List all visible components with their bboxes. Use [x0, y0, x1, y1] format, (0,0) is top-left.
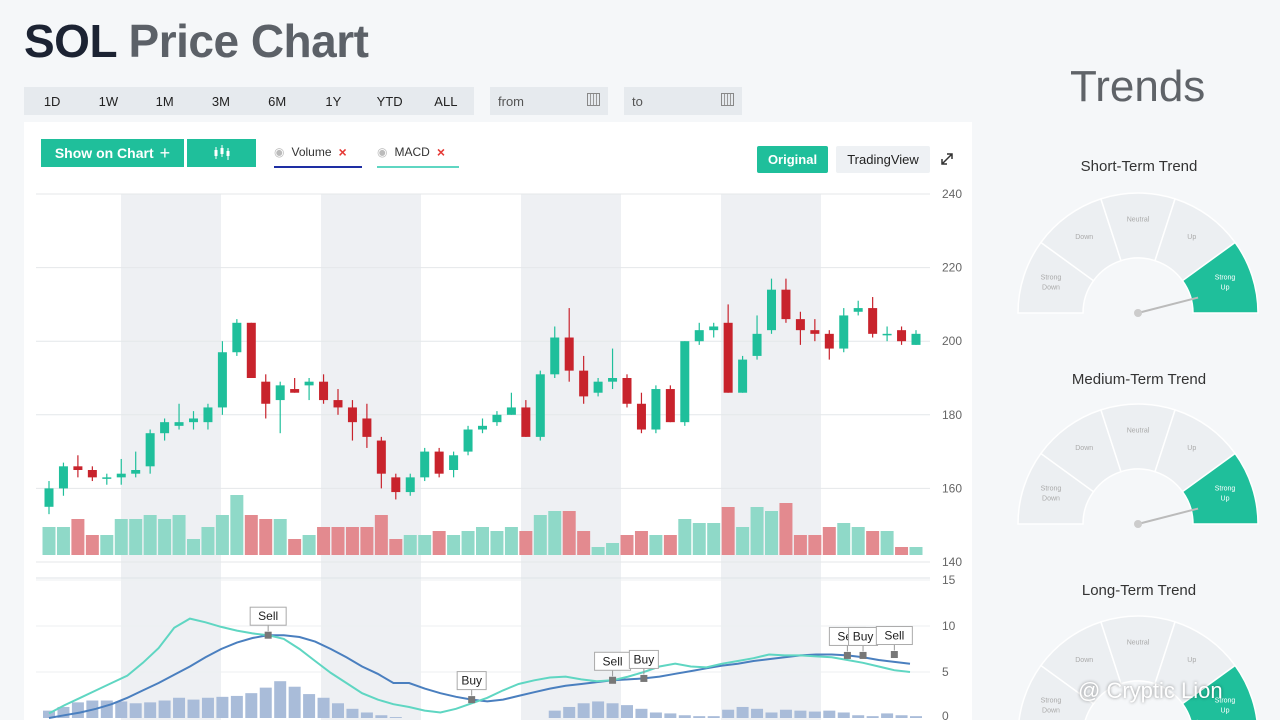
gauge-segment-label: Up [1221, 496, 1230, 503]
gauge-segment-label: Neutral [1127, 640, 1150, 647]
gauge-segment-label: Up [1187, 234, 1196, 241]
date-from-input[interactable]: from [490, 87, 608, 115]
tradingview-button[interactable]: TradingView [836, 146, 930, 173]
gauge-segment-label: Strong [1041, 698, 1062, 705]
gauge-segment [1039, 197, 1122, 282]
eye-icon[interactable]: ◉ [274, 145, 285, 159]
gauge-segment [1154, 197, 1237, 282]
remove-macd-icon[interactable]: × [436, 144, 446, 160]
trends-title: Trends [1070, 62, 1206, 111]
range-button-3m[interactable]: 3M [211, 93, 230, 109]
short-term-trend-label: Short-Term Trend [1080, 158, 1198, 175]
range-button-ytd[interactable]: YTD [376, 93, 403, 109]
legend-volume-label: Volume [291, 145, 332, 159]
gauge-pivot [1134, 309, 1142, 317]
page-title: SOL Price Chart [24, 14, 369, 68]
gauge-segment [1099, 615, 1177, 685]
gauge-segment [1039, 408, 1122, 493]
chart-panel: Show on Chart + ◉ Volume × ◉ MACD × Orig… [24, 122, 972, 720]
calendar-icon[interactable] [721, 93, 734, 106]
gauge-segment-label: Strong [1041, 486, 1062, 493]
page-title-text: Price Chart [128, 15, 369, 67]
range-button-1y[interactable]: 1Y [325, 93, 342, 109]
range-button-1m[interactable]: 1M [155, 93, 174, 109]
gauge-pivot [1134, 520, 1142, 528]
gauge-segment-label: Strong [1215, 275, 1236, 282]
date-to-placeholder: to [632, 94, 643, 109]
gauge-segment-label: Down [1042, 285, 1060, 292]
gauge-segment-label: Down [1042, 708, 1060, 715]
date-from-placeholder: from [498, 94, 524, 109]
gauge-segment [1099, 403, 1177, 473]
gauge-needle [1137, 507, 1199, 525]
show-on-chart-label: Show on Chart [54, 145, 154, 161]
plus-icon: + [159, 142, 171, 163]
gauge-segment [1154, 408, 1237, 493]
gauge-segment-label: Neutral [1127, 428, 1150, 435]
gauge-segment-label: Down [1075, 657, 1093, 664]
gauge-segment-label: Up [1187, 445, 1196, 452]
legend-macd[interactable]: ◉ MACD × [377, 144, 459, 168]
time-range-bar: 1D 1W 1M 3M 6M 1Y YTD ALL [24, 87, 474, 115]
gauge-segment-label: Up [1221, 708, 1230, 715]
gauge-segment [1099, 192, 1177, 262]
gauge-segment-label: Down [1075, 234, 1093, 241]
gauge-segment [1181, 452, 1259, 525]
range-button-1d[interactable]: 1D [43, 93, 61, 109]
range-button-all[interactable]: ALL [434, 93, 458, 109]
gauge-needle [1137, 296, 1199, 314]
expand-icon[interactable] [940, 152, 954, 166]
candlestick-icon [214, 145, 229, 160]
calendar-icon[interactable] [587, 93, 600, 106]
show-on-chart-button[interactable]: Show on Chart + [41, 139, 184, 167]
legend-volume[interactable]: ◉ Volume × [274, 144, 362, 168]
date-to-input[interactable]: to [624, 87, 742, 115]
original-button[interactable]: Original [757, 146, 828, 173]
long-term-trend-label: Long-Term Trend [1081, 582, 1197, 599]
gauge-segment-label: Strong [1215, 486, 1236, 493]
gauge-segment-label: Down [1075, 445, 1093, 452]
gauge-segment-label: Up [1187, 657, 1196, 664]
range-button-6m[interactable]: 6M [268, 93, 287, 109]
gauge-segment [1181, 241, 1259, 314]
gauge-segment [1017, 241, 1095, 314]
range-button-1w[interactable]: 1W [98, 93, 119, 109]
watermark: @ Cryptic Lion [1078, 678, 1223, 703]
gauge-segment-label: Neutral [1127, 217, 1150, 224]
remove-volume-icon[interactable]: × [338, 144, 347, 160]
gauge-segment-label: Up [1221, 285, 1230, 292]
gauge-segment-label: Strong [1041, 275, 1062, 282]
eye-icon[interactable]: ◉ [377, 145, 388, 159]
legend-macd-label: MACD [394, 145, 430, 159]
medium-term-trend-label: Medium-Term Trend [1071, 371, 1207, 388]
gauge-segment [1017, 452, 1095, 525]
indicators-button[interactable] [187, 139, 256, 167]
page-title-symbol: SOL [24, 15, 117, 67]
gauge-segment-label: Down [1042, 496, 1060, 503]
